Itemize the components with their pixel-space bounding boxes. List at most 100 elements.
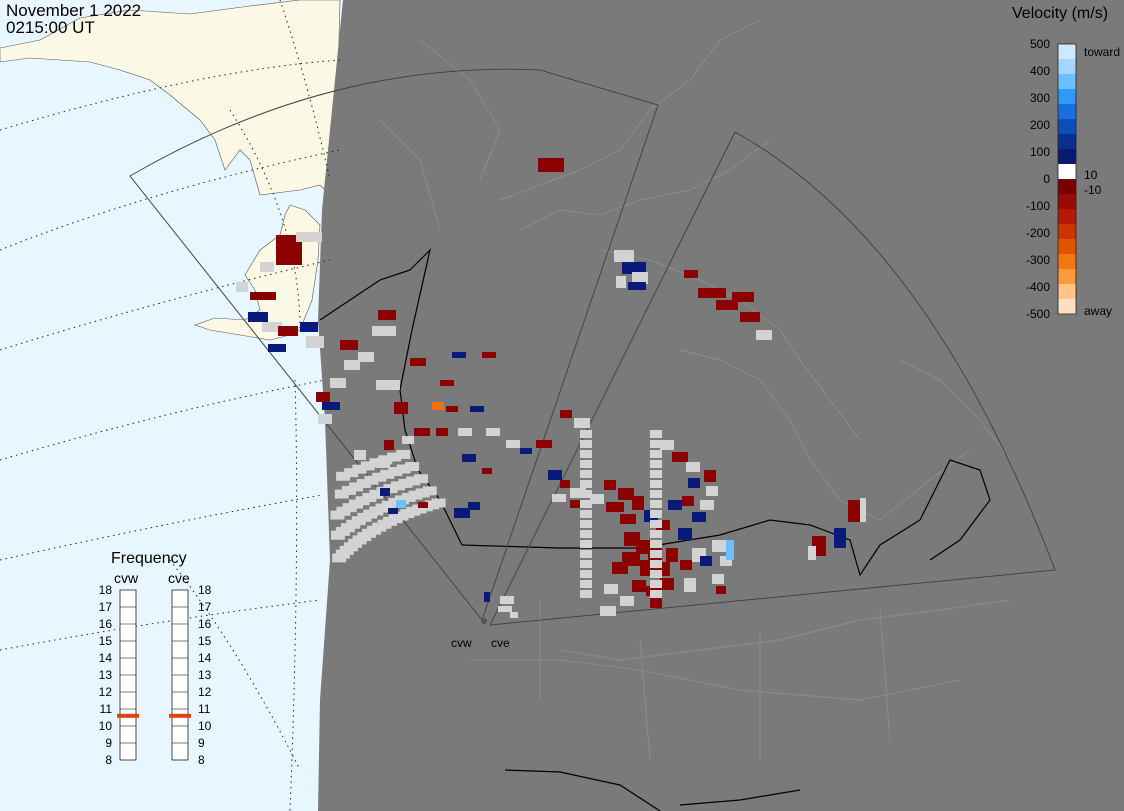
scatter-cell [650,520,662,528]
scatter-cell [680,560,692,570]
scatter-cell [672,452,688,462]
scatter-cell [848,500,862,522]
scatter-cell [650,540,662,548]
scatter-cell [388,508,398,514]
scatter-cell [650,500,662,508]
scatter-cell [580,470,592,478]
scatter-cell [318,414,332,424]
scatter-cell [510,612,518,618]
scatter-cell [390,481,405,491]
velocity-tick-label: 500 [1030,37,1050,51]
scatter-cell [341,485,356,495]
scatter-cell [622,262,646,274]
scatter-cell [606,502,624,512]
scatter-cells [236,158,866,618]
scatter-cell [306,336,324,348]
lat-lon-grid [0,0,341,811]
colorbar-segment [1058,164,1076,180]
radar-label-cvw: cvw [451,636,472,650]
scatter-cell [650,560,662,568]
scatter-cell [500,596,514,604]
scatter-cell [484,592,490,602]
scatter-cell [360,461,375,471]
scatter-cell [580,570,592,578]
scatter-cell [560,480,570,488]
scatter-cell [570,500,580,508]
frequency-tick-label: 11 [100,702,113,716]
scatter-cell [650,440,662,448]
scatter-cell [580,510,592,518]
scatter-cell [446,406,458,412]
frequency-label-cve: cve [168,570,190,586]
scatter-cell [278,326,298,336]
scatter-cell [268,344,286,352]
scatter-cell [413,474,428,484]
scatter-cell [580,580,592,588]
scatter-cell [454,508,470,518]
velocity-tick-label: 300 [1030,91,1050,105]
scatter-cell [536,440,552,448]
scatter-cell [678,528,692,540]
scatter-cell [356,479,371,489]
scatter-cell [580,590,592,598]
colorbar-segment [1058,59,1076,75]
scatter-cell [372,326,396,336]
scatter-cell [692,512,706,522]
scatter-cell [716,586,726,594]
scatter-cell [580,500,592,508]
scatter-cell [580,550,592,558]
scatter-cell [580,460,592,468]
velocity-tick-label: 400 [1030,64,1050,78]
scatter-cell [668,500,682,510]
colorbar-segment [1058,254,1076,270]
frequency-tick-label: 8 [198,753,205,767]
frequency-label-cvw: cvw [114,570,139,586]
frequency-tick-label: 16 [99,617,113,631]
scatter-cell [666,548,678,562]
scatter-cell [380,469,395,479]
scatter-cell [470,406,484,412]
scatter-cell [684,270,698,278]
scatter-cell [248,312,268,322]
scatter-cell [538,158,564,172]
scatter-cell [650,470,662,478]
night-region [318,0,1124,811]
frequency-tick-label: 10 [99,719,113,733]
scatter-cell [388,467,403,477]
scatter-cell [394,402,408,414]
scatter-cell [260,262,274,272]
scatter-cell [462,454,476,462]
colorbar-segment [1058,269,1076,285]
scatter-cell [380,488,390,496]
scatter-cell [387,452,402,462]
frequency-tick-label: 9 [198,736,205,750]
scatter-cell [354,450,366,460]
scatter-cell [376,380,400,390]
scatter-cell [580,520,592,528]
scatter-cell [418,502,428,508]
scatter-cell [300,322,318,332]
scatter-cell [414,428,430,436]
scatter-cell [369,489,384,499]
scatter-cell [468,502,480,510]
date-label: November 1 2022 [6,1,142,20]
colorbar-segment [1058,239,1076,255]
scatter-cell [520,448,532,454]
scatter-cell [580,560,592,568]
velocity-tick-label: -300 [1026,253,1050,267]
scatter-cell [415,488,430,498]
scatter-cell [590,494,604,504]
scatter-cell [580,490,592,498]
scatter-cell [650,450,662,458]
scatter-cell [686,462,700,472]
scatter-cell [432,402,444,410]
scatter-cell [650,530,662,538]
scatter-cell [614,250,634,262]
velocity-tick-label: -400 [1026,280,1050,294]
colorbar-segment [1058,179,1076,195]
scatter-cell [372,472,387,482]
frequency-tick-label: 17 [198,600,212,614]
scatter-cell [482,468,492,474]
scatter-cell [650,460,662,468]
